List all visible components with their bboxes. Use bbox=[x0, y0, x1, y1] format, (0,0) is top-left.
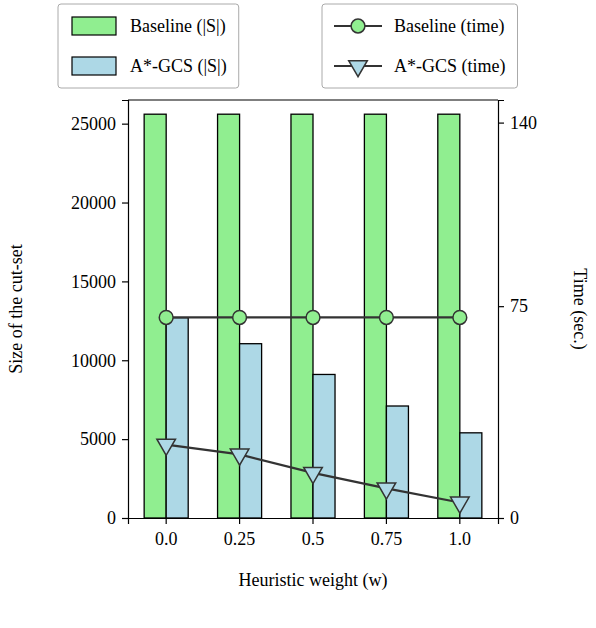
line bbox=[166, 445, 460, 503]
bar bbox=[313, 374, 335, 518]
tick: 140 bbox=[498, 113, 537, 133]
legend-swatch bbox=[72, 57, 116, 75]
tick-mark bbox=[498, 122, 504, 123]
tick-label: 1.0 bbox=[449, 529, 472, 549]
y-axis: 0 5000 10000 15000 20000 25000 bbox=[71, 101, 129, 529]
y2-axis-title: Time (sec.) bbox=[569, 268, 590, 349]
tick-mark bbox=[122, 281, 128, 282]
marker bbox=[159, 311, 173, 325]
tick-mark bbox=[312, 518, 313, 524]
chart: 0.0 0.25 0.5 0.75 1.0 0 5000 10000 15000 20000 250… bbox=[0, 0, 596, 628]
axis-line bbox=[499, 101, 505, 519]
tick: 15000 bbox=[71, 272, 128, 292]
tick-label: 0.25 bbox=[224, 529, 256, 549]
marker bbox=[233, 311, 247, 325]
legend: Baseline (time) A*-GCS (time) bbox=[322, 4, 518, 88]
tick-mark bbox=[166, 518, 167, 524]
tick-label: 0 bbox=[510, 508, 519, 528]
tick: 25000 bbox=[71, 114, 128, 134]
tick-mark bbox=[122, 360, 128, 361]
legend-marker bbox=[351, 19, 365, 33]
tick-mark bbox=[498, 518, 504, 519]
legend-label: A*-GCS (time) bbox=[394, 56, 506, 77]
x-axis: 0.0 0.25 0.5 0.75 1.0 bbox=[129, 518, 499, 549]
axis-line bbox=[122, 101, 129, 519]
tick-label: 20000 bbox=[71, 193, 116, 213]
tick-label: 0 bbox=[107, 508, 116, 528]
tick: 0.25 bbox=[224, 518, 256, 549]
plot-area bbox=[144, 114, 482, 518]
tick-mark bbox=[122, 518, 128, 519]
legend: Baseline (|S|) A*-GCS (|S|) bbox=[58, 4, 239, 88]
tick-label: 0.5 bbox=[302, 529, 325, 549]
tick-label: 0.75 bbox=[371, 529, 403, 549]
tick: 75 bbox=[498, 296, 528, 316]
tick: 10000 bbox=[71, 351, 128, 371]
tick-label: 15000 bbox=[71, 272, 116, 292]
legend-marker bbox=[349, 61, 368, 77]
marker bbox=[304, 467, 323, 483]
x-axis-title: Heuristic weight (w) bbox=[239, 570, 388, 591]
tick: 0 bbox=[107, 508, 128, 528]
tick-mark bbox=[122, 439, 128, 440]
legend-label: A*-GCS (|S|) bbox=[130, 56, 227, 77]
legend-box bbox=[322, 4, 518, 88]
marker bbox=[230, 449, 249, 465]
tick-mark bbox=[386, 518, 387, 524]
y-axis-title: Size of the cut-set bbox=[6, 244, 26, 373]
marker bbox=[377, 483, 396, 499]
tick-label: 10000 bbox=[71, 351, 116, 371]
bar bbox=[166, 318, 188, 518]
tick-label: 5000 bbox=[80, 429, 116, 449]
legend-box bbox=[58, 4, 239, 88]
marker bbox=[306, 311, 320, 325]
tick-mark bbox=[459, 518, 460, 524]
bar bbox=[240, 344, 262, 518]
tick-mark bbox=[498, 306, 504, 307]
tick: 5000 bbox=[80, 429, 128, 449]
tick-label: 75 bbox=[510, 296, 528, 316]
tick: 20000 bbox=[71, 193, 128, 213]
tick: 1.0 bbox=[449, 518, 472, 549]
tick-label: 0.0 bbox=[155, 529, 178, 549]
frame-top bbox=[128, 99, 498, 100]
y2-axis: 0 75 140 bbox=[498, 101, 537, 529]
legend-swatch bbox=[72, 17, 116, 35]
tick-mark bbox=[122, 202, 128, 203]
tick-mark bbox=[122, 124, 128, 125]
marker bbox=[157, 439, 176, 455]
tick: 0.0 bbox=[155, 518, 178, 549]
tick: 0 bbox=[498, 508, 519, 528]
marker bbox=[380, 311, 394, 325]
legend-label: Baseline (time) bbox=[394, 16, 504, 37]
bar bbox=[386, 406, 408, 518]
tick: 0.75 bbox=[371, 518, 403, 549]
tick-label: 25000 bbox=[71, 114, 116, 134]
tick-mark bbox=[239, 518, 240, 524]
legend-label: Baseline (|S|) bbox=[130, 16, 226, 37]
tick: 0.5 bbox=[302, 518, 325, 549]
marker bbox=[451, 497, 470, 513]
marker bbox=[453, 311, 467, 325]
axis-line bbox=[129, 519, 499, 525]
tick-label: 140 bbox=[510, 113, 537, 133]
